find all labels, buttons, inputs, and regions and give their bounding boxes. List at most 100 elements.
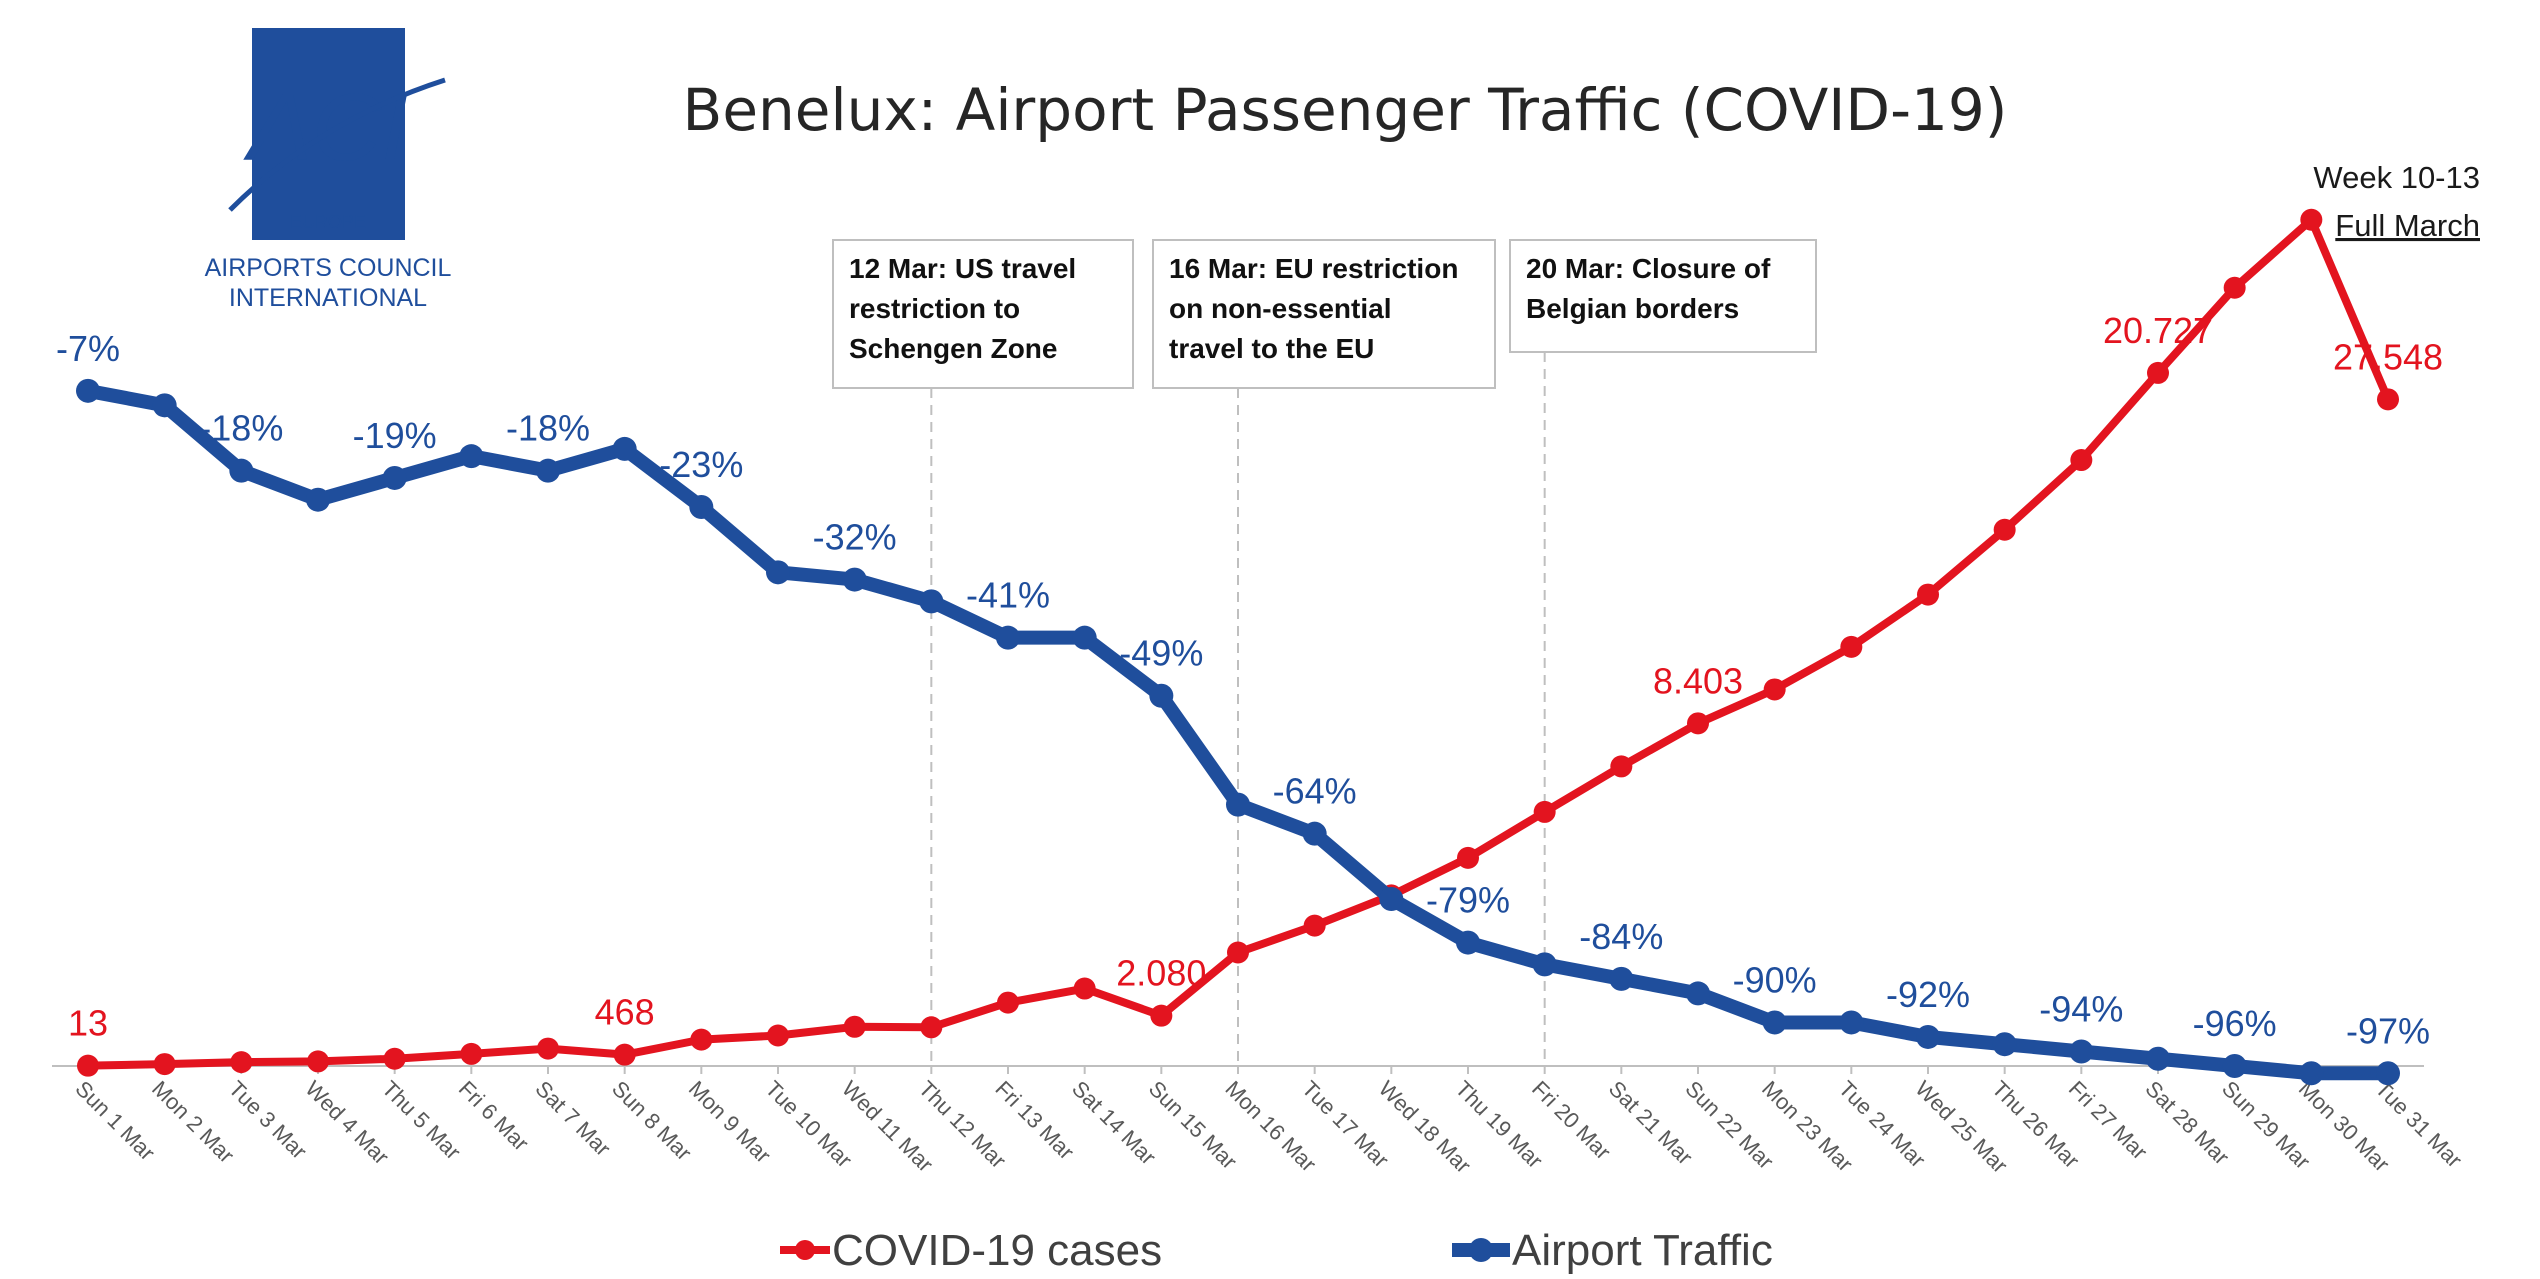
data-point [229, 458, 254, 483]
x-tick-label: Mon 2 Mar [147, 1076, 239, 1168]
data-point [1762, 1010, 1787, 1035]
x-tick-label: Fri 6 Mar [454, 1076, 534, 1156]
annotation-text: 20 Mar: Closure of [1526, 253, 1771, 284]
data-label: 13 [68, 1003, 108, 1044]
data-point [2070, 449, 2093, 472]
data-point [1302, 821, 1327, 846]
data-point [459, 444, 484, 469]
x-tick-label: Mon 9 Mar [684, 1076, 776, 1168]
annotation-text: on non-essential [1169, 293, 1391, 324]
data-point [1149, 683, 1174, 708]
data-label: -18% [506, 408, 590, 449]
data-point [919, 589, 944, 614]
annotation-text: restriction to [849, 293, 1020, 324]
week-range-label: Week 10-13 [2313, 160, 2480, 195]
x-tick-label: Sun 1 Mar [70, 1076, 159, 1165]
x-tick-label: Sat 7 Mar [530, 1076, 615, 1161]
data-label: -32% [813, 517, 897, 558]
airport-traffic-series: -7% -18% -19% -18% -23% -32% -41% -49% -64% -79% -… [56, 328, 2430, 1086]
data-label: 27.548 [2333, 336, 2443, 377]
data-point [152, 393, 177, 418]
data-label: -23% [659, 444, 743, 485]
data-label: 2.080 [1116, 953, 1206, 994]
data-point [1150, 1004, 1173, 1027]
data-label: -41% [966, 575, 1050, 616]
data-point [2300, 208, 2323, 231]
data-point [536, 458, 560, 483]
annotation-text: 12 Mar: US travel [849, 253, 1076, 284]
aci-logo-line2: INTERNATIONAL [229, 284, 427, 312]
data-point [612, 436, 637, 461]
data-point [843, 1015, 866, 1038]
data-point [2147, 361, 2169, 384]
legend-covid-label: COVID-19 cases [832, 1226, 1162, 1275]
data-point [1073, 977, 1096, 1000]
data-point [537, 1037, 559, 1060]
data-point [1687, 712, 1709, 735]
annotation-box [832, 239, 1134, 389]
data-label: -84% [1579, 916, 1663, 957]
data-label: -94% [2039, 988, 2123, 1029]
data-point [767, 1024, 789, 1047]
data-point [997, 991, 1019, 1014]
data-point [1226, 792, 1250, 817]
data-point [2377, 388, 2399, 411]
aci-logo-mark: ACI [243, 74, 408, 181]
data-point [1686, 981, 1710, 1006]
annotation-text: 16 Mar: EU restriction [1169, 253, 1458, 284]
data-point [1609, 966, 1634, 991]
aci-logo-sub: EUROPE [290, 212, 366, 232]
data-point [1379, 887, 1404, 912]
data-label: -96% [2193, 1003, 2277, 1044]
data-point [230, 1051, 253, 1074]
data-point [153, 1053, 176, 1076]
data-point [1916, 1024, 1940, 1049]
data-point [1072, 625, 1097, 650]
data-point [2299, 1061, 2324, 1086]
annotation-text: travel to the EU [1169, 333, 1374, 364]
data-point [1456, 930, 1480, 955]
aci-logo-line1: AIRPORTS COUNCIL [205, 254, 452, 282]
legend-covid-marker [795, 1240, 815, 1260]
aci-logo: ACI EUROPE AIRPORTS COUNCIL INTERNATIONA… [205, 28, 452, 312]
data-label: -7% [56, 328, 120, 369]
data-point [1839, 1010, 1864, 1035]
data-label: -49% [1119, 633, 1203, 674]
annotation-text: Belgian borders [1526, 293, 1739, 324]
data-point [2069, 1039, 2094, 1064]
data-label: 20.727 [2103, 310, 2213, 351]
covid-cases-series: 13 468 2.080 8.403 20.727 27.548 [68, 208, 2443, 1077]
data-point [920, 1016, 943, 1039]
data-point [1763, 678, 1786, 701]
data-point [1227, 941, 1249, 964]
data-point [77, 1054, 99, 1077]
data-label: -64% [1273, 771, 1357, 812]
data-point [307, 1050, 329, 1073]
annotation-text: Schengen Zone [849, 333, 1057, 364]
chart-title: Benelux: Airport Passenger Traffic (COVI… [683, 76, 2008, 144]
data-label: -18% [199, 408, 283, 449]
data-point [383, 1047, 406, 1070]
data-label: 8.403 [1653, 660, 1743, 701]
full-march-label: Full March [2335, 208, 2480, 243]
data-label: -97% [2346, 1010, 2430, 1051]
data-point [1917, 583, 1939, 606]
data-point [2222, 1054, 2247, 1078]
data-point [1533, 800, 1556, 823]
data-point [306, 487, 330, 512]
data-point [1992, 1032, 2017, 1057]
data-point [1840, 635, 1863, 658]
data-label: -19% [353, 415, 437, 456]
data-point [766, 560, 790, 585]
data-point [1303, 914, 1326, 937]
data-point [2146, 1046, 2170, 1071]
x-tick-label: Sun 8 Mar [607, 1076, 696, 1165]
data-point [996, 625, 1020, 650]
chart-legend: COVID-19 cases Airport Traffic [780, 1226, 1773, 1275]
data-label: -79% [1426, 880, 1510, 921]
annotation-box [1152, 239, 1496, 389]
data-point [1532, 952, 1557, 977]
annotation-box [1509, 239, 1817, 353]
legend-traffic-marker [1469, 1238, 1493, 1262]
